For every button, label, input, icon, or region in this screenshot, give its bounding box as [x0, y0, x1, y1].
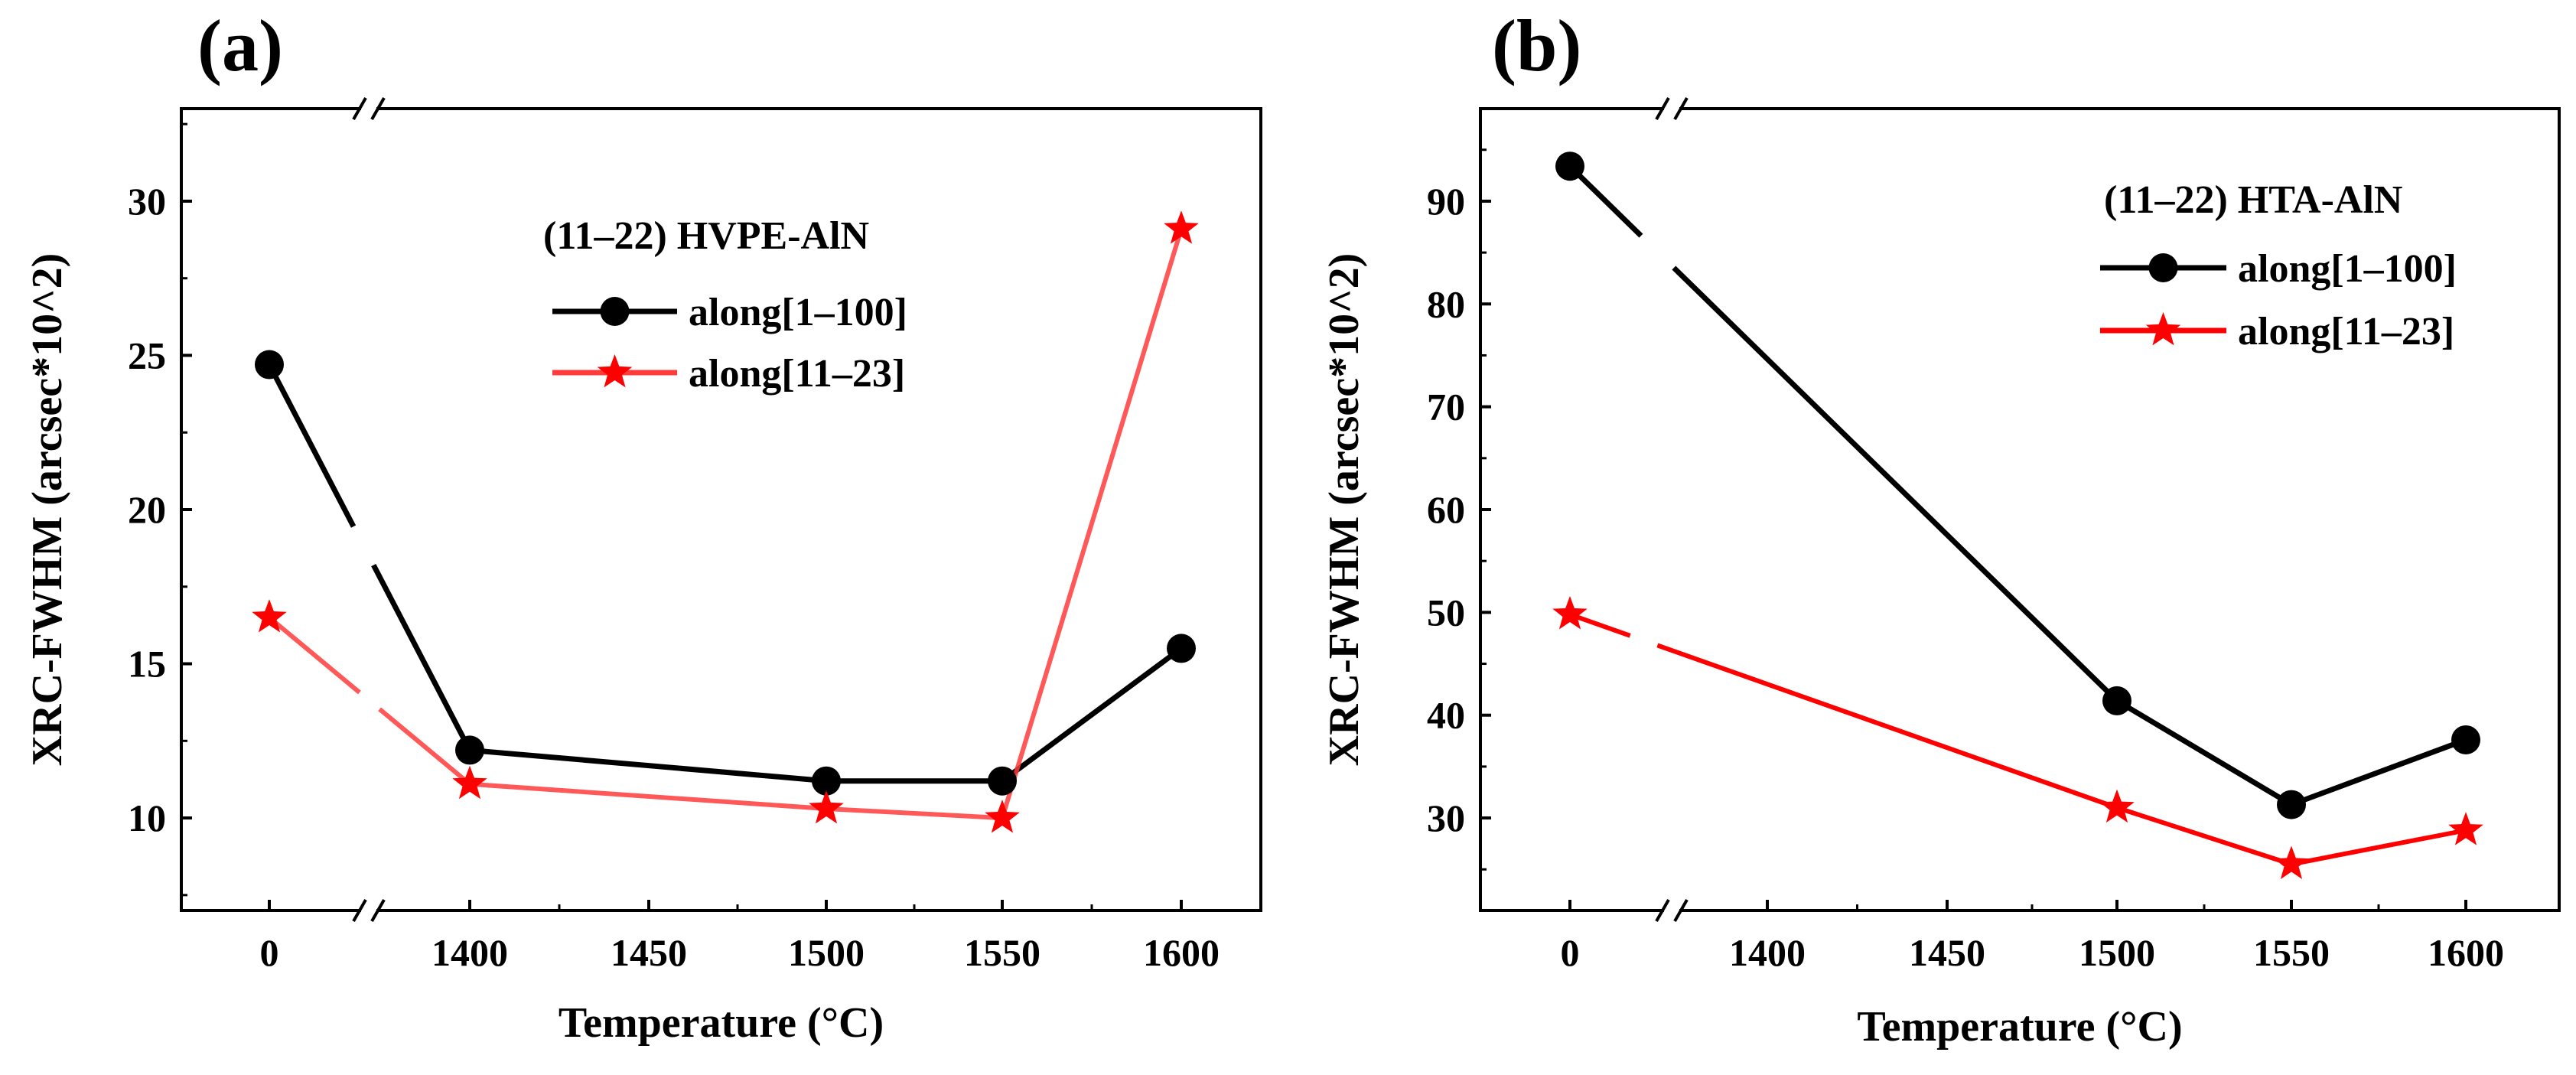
y-tick-label: 80	[1427, 282, 1465, 325]
data-point-circle	[1167, 634, 1196, 663]
data-point-star	[985, 800, 1020, 833]
data-point-circle	[2451, 725, 2480, 754]
legend-label: along[1–100]	[689, 291, 907, 334]
axis-break-mark	[1673, 899, 1689, 922]
x-axis-title: Temperature (°C)	[559, 999, 884, 1047]
axis-break-mark	[352, 899, 367, 922]
y-tick-label: 10	[128, 796, 166, 839]
legend-marker-star	[2145, 312, 2181, 346]
axis-break-mark	[1673, 97, 1689, 120]
axis-break-gap	[361, 103, 376, 115]
data-point-circle	[812, 766, 841, 796]
data-point-circle	[2102, 686, 2131, 715]
data-point-star	[1164, 210, 1199, 244]
axis-break-gap	[1664, 904, 1679, 917]
data-point-circle	[255, 350, 284, 380]
series-line-segment	[371, 563, 473, 752]
y-tick-label: 90	[1427, 180, 1465, 223]
chart-panel-a: (a) 10 15 20 25 30 0 1400 1450 1500 1550 1600 Temper…	[24, 5, 1262, 1047]
y-axis-title: XRC-FWHM (arcsec*10^2)	[1321, 253, 1368, 767]
legend-title: (11–22) HTA-AlN	[2104, 178, 2402, 222]
x-tick-label: 1450	[1909, 931, 1985, 974]
axis-break-mark	[370, 97, 386, 120]
y-tick-label: 20	[128, 488, 166, 531]
data-point-star	[252, 599, 287, 633]
x-tick-label: 1550	[2253, 931, 2330, 974]
legend-marker-circle	[600, 297, 630, 326]
data-point-star	[809, 790, 844, 824]
y-tick-label: 30	[128, 180, 166, 223]
x-tick-label: 0	[260, 931, 279, 974]
x-tick-label: 1400	[432, 931, 508, 974]
x-tick-label: 1450	[611, 931, 687, 974]
legend-label: along[1–100]	[2238, 247, 2457, 291]
data-point-circle	[455, 735, 484, 765]
plot-frame	[1479, 107, 2561, 912]
series-line-segment	[1568, 164, 1643, 238]
series-line-segment	[1569, 612, 1631, 638]
series-line-segment	[268, 615, 361, 695]
y-tick-label: 30	[1427, 796, 1465, 839]
series-line-segment	[266, 363, 357, 528]
axis-break-mark	[370, 899, 386, 922]
panel-label: (a)	[197, 5, 283, 86]
chart-panel-b: (b) 30 40 50 60 70 80 90 0 1400 1450 1500 1550 1600 Te…	[1321, 5, 2561, 1051]
axis-break-mark	[1655, 97, 1670, 120]
x-tick-label: 1600	[2428, 931, 2504, 974]
x-tick-label: 1500	[2079, 931, 2155, 974]
y-tick-label: 25	[128, 334, 166, 376]
x-axis-title: Temperature (°C)	[1857, 1003, 2182, 1051]
data-point-star	[2274, 845, 2309, 879]
x-tick-label: 0	[1561, 931, 1580, 974]
axis-break-gap	[361, 904, 376, 917]
y-tick-label: 15	[128, 643, 166, 686]
data-point-circle	[2277, 790, 2306, 819]
legend-label: along[11–23]	[2238, 310, 2454, 353]
series-line-segment	[469, 747, 827, 784]
y-tick-label: 40	[1427, 694, 1465, 737]
series-line-segment	[2291, 828, 2467, 867]
series-line-segment	[1672, 265, 2119, 703]
legend-label: along[11–23]	[689, 352, 905, 396]
data-point-circle	[988, 766, 1017, 796]
legend-marker-star	[597, 354, 633, 388]
x-tick-label: 1400	[1729, 931, 1806, 974]
y-tick-label: 50	[1427, 591, 1465, 634]
data-point-star	[2448, 812, 2483, 845]
series-line-segment	[2290, 737, 2467, 807]
legend-title: (11–22) HVPE-AlN	[543, 214, 869, 258]
axis-break-gap	[1664, 103, 1679, 115]
series-line-segment	[1656, 643, 2118, 810]
x-tick-label: 1550	[964, 931, 1040, 974]
series-line-segment	[378, 707, 471, 787]
axis-break-mark	[1655, 899, 1670, 922]
series-line-segment	[2115, 698, 2293, 807]
y-axis-title: XRC-FWHM (arcsec*10^2)	[24, 253, 71, 767]
series-line-segment	[469, 781, 827, 811]
axis-break-mark	[352, 97, 367, 120]
y-tick-label: 60	[1427, 488, 1465, 531]
series-line-segment	[1000, 646, 1184, 783]
x-tick-label: 1600	[1143, 931, 1220, 974]
series-line-segment	[2116, 805, 2292, 867]
panel-label: (b)	[1492, 5, 1581, 86]
series-line-segment	[826, 806, 1003, 821]
data-point-star	[2099, 789, 2135, 823]
x-tick-label: 1500	[788, 931, 865, 974]
data-point-star	[1552, 596, 1588, 630]
data-point-star	[452, 765, 487, 800]
y-tick-label: 70	[1427, 386, 1465, 428]
data-point-circle	[1555, 151, 1584, 181]
series-line-segment	[1000, 228, 1184, 819]
legend-marker-circle	[2148, 253, 2178, 282]
